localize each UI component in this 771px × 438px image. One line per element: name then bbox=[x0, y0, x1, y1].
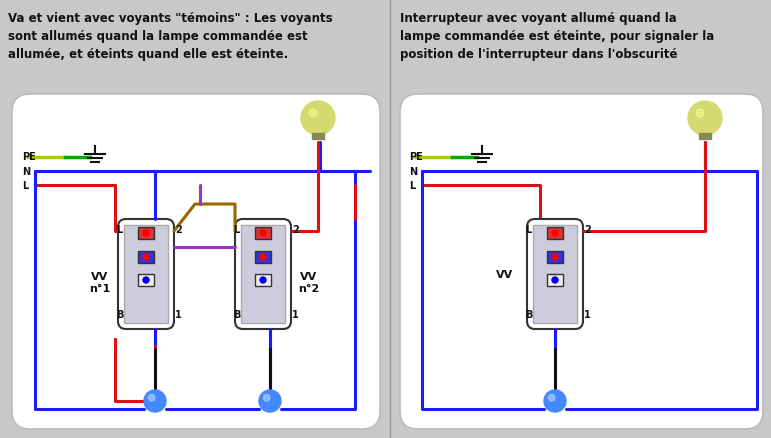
Text: 2: 2 bbox=[175, 225, 182, 234]
FancyBboxPatch shape bbox=[235, 219, 291, 329]
Text: PE: PE bbox=[22, 152, 35, 162]
Circle shape bbox=[309, 110, 317, 118]
Circle shape bbox=[301, 102, 335, 136]
Bar bbox=[138, 274, 154, 286]
Text: VV: VV bbox=[497, 269, 513, 279]
Text: PE: PE bbox=[409, 152, 423, 162]
Text: L: L bbox=[233, 225, 239, 234]
Bar bbox=[255, 227, 271, 240]
Bar bbox=[699, 134, 711, 140]
Text: L: L bbox=[116, 225, 123, 234]
Bar bbox=[547, 274, 563, 286]
Circle shape bbox=[260, 254, 266, 261]
Text: VV
n°2: VV n°2 bbox=[298, 272, 320, 293]
Circle shape bbox=[143, 277, 149, 283]
Bar bbox=[138, 227, 154, 240]
Circle shape bbox=[552, 277, 558, 283]
Text: B: B bbox=[525, 309, 532, 319]
Text: 1: 1 bbox=[584, 309, 591, 319]
Bar bbox=[241, 226, 285, 323]
Text: Interrupteur avec voyant allumé quand la
lampe commandée est éteinte, pour signa: Interrupteur avec voyant allumé quand la… bbox=[400, 12, 714, 61]
Bar bbox=[547, 251, 563, 263]
Text: B: B bbox=[233, 309, 241, 319]
Circle shape bbox=[260, 277, 266, 283]
Bar bbox=[138, 251, 154, 263]
Circle shape bbox=[259, 390, 281, 412]
Circle shape bbox=[696, 110, 704, 118]
Text: B: B bbox=[116, 309, 123, 319]
Circle shape bbox=[264, 395, 270, 401]
Text: L: L bbox=[22, 180, 29, 191]
Circle shape bbox=[143, 230, 149, 237]
Circle shape bbox=[552, 230, 558, 237]
Text: VV
n°1: VV n°1 bbox=[89, 272, 110, 293]
Circle shape bbox=[148, 395, 155, 401]
Text: L: L bbox=[409, 180, 416, 191]
Bar bbox=[124, 226, 168, 323]
Circle shape bbox=[144, 390, 166, 412]
FancyBboxPatch shape bbox=[527, 219, 583, 329]
Text: 2: 2 bbox=[292, 225, 298, 234]
Circle shape bbox=[548, 395, 555, 401]
Text: N: N bbox=[22, 166, 30, 177]
Bar bbox=[547, 227, 563, 240]
FancyBboxPatch shape bbox=[118, 219, 174, 329]
Text: 1: 1 bbox=[175, 309, 182, 319]
Text: N: N bbox=[409, 166, 417, 177]
Text: Va et vient avec voyants "témoins" : Les voyants
sont allumés quand la lampe com: Va et vient avec voyants "témoins" : Les… bbox=[8, 12, 332, 61]
Bar bbox=[533, 226, 577, 323]
Text: L: L bbox=[525, 225, 531, 234]
Circle shape bbox=[544, 390, 566, 412]
Text: 2: 2 bbox=[584, 225, 591, 234]
Bar bbox=[255, 251, 271, 263]
Circle shape bbox=[143, 254, 149, 261]
Text: 1: 1 bbox=[292, 309, 298, 319]
Circle shape bbox=[260, 230, 266, 237]
Circle shape bbox=[688, 102, 722, 136]
Circle shape bbox=[552, 254, 558, 261]
Bar bbox=[312, 134, 324, 140]
FancyBboxPatch shape bbox=[400, 95, 763, 429]
FancyBboxPatch shape bbox=[12, 95, 380, 429]
Bar bbox=[255, 274, 271, 286]
